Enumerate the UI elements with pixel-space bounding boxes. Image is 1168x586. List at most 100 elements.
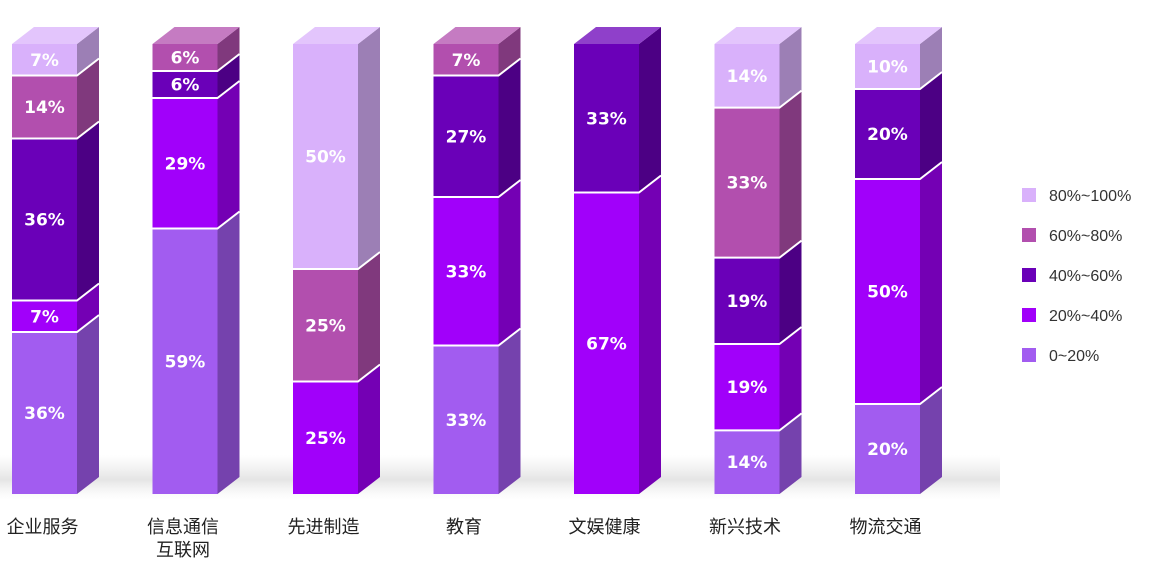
bar-segment-side	[217, 211, 240, 494]
segment-divider	[714, 326, 803, 345]
bar-segment	[714, 257, 780, 344]
bar-segment	[714, 344, 780, 431]
segment-divider	[714, 412, 803, 432]
data-label: 14%	[727, 67, 768, 87]
bar-segment	[574, 44, 639, 193]
bar-segment-side	[498, 58, 521, 197]
bar-segment-side	[77, 121, 99, 301]
segment-divider	[855, 71, 943, 90]
bar-3: 25% 25% 50%	[293, 27, 381, 494]
bar-segment-side	[920, 162, 942, 404]
data-label: 19%	[727, 292, 768, 312]
segment-divider	[433, 179, 522, 198]
data-label: 20%	[867, 125, 908, 145]
bar-segment	[855, 404, 920, 494]
segment-divider	[152, 53, 241, 72]
bar-segment-side	[779, 90, 802, 258]
bar-top-face	[855, 27, 942, 44]
bar-segment-side	[498, 27, 521, 76]
bar-segment	[152, 71, 218, 98]
bar-segment-side	[77, 283, 99, 332]
data-label: 25%	[305, 316, 346, 336]
category-label: 先进制造	[288, 517, 360, 538]
segment-divider	[574, 174, 662, 194]
category-label: 企业服务	[7, 517, 79, 538]
data-label: 67%	[586, 334, 627, 354]
legend-swatch	[1022, 228, 1036, 242]
segment-divider	[12, 120, 100, 140]
data-label: 6%	[171, 76, 200, 96]
data-label: 10%	[867, 58, 908, 78]
data-label: 33%	[586, 109, 627, 129]
bar-segment-side	[779, 327, 802, 431]
data-label: 50%	[305, 148, 346, 168]
data-label: 33%	[446, 411, 487, 431]
bar-segment-side	[358, 364, 380, 494]
segment-divider	[714, 89, 803, 109]
segment-divider	[12, 57, 100, 77]
bars-group: 36% 7% 36% 14% 7% 59% 29% 6% 6% 25% 25% 50% 33% 33% 27…	[12, 27, 943, 494]
bar-segment	[433, 75, 499, 197]
data-label: 25%	[305, 429, 346, 449]
bar-segment	[152, 44, 218, 71]
bar-segment-side	[358, 252, 380, 382]
bar-segment-side	[217, 81, 240, 229]
segment-divider	[433, 57, 522, 77]
category-label: 新兴技术	[709, 517, 781, 538]
bar-segment	[855, 179, 920, 404]
bar-segment	[433, 44, 499, 76]
bar-top-face	[714, 27, 802, 44]
legend: 80%~100% 60%~80% 40%~60% 20%~40% 0~20%	[1022, 188, 1131, 365]
bar-7: 20% 50% 20% 10%	[855, 27, 943, 494]
bar-segment	[293, 381, 358, 494]
bar-segment-side	[779, 240, 802, 344]
data-label: 14%	[24, 98, 65, 118]
segment-divider	[12, 314, 100, 333]
legend-label: 60%~80%	[1049, 228, 1122, 245]
segment-divider	[714, 239, 803, 259]
bar-segment-side	[639, 175, 661, 494]
bar-segment	[574, 192, 639, 494]
data-label: 33%	[727, 174, 768, 194]
bar-segment	[12, 75, 77, 139]
bar-4: 33% 33% 27% 7%	[433, 27, 522, 494]
bar-top-face	[574, 27, 661, 44]
bar-segment-side	[639, 27, 661, 193]
segment-divider	[293, 251, 381, 270]
data-label: 20%	[867, 440, 908, 460]
bar-segment	[152, 228, 218, 494]
bar-segment-side	[77, 27, 99, 76]
bar-segment	[855, 44, 920, 89]
segment-divider	[152, 80, 241, 99]
legend-swatch	[1022, 188, 1036, 202]
bar-segment	[12, 44, 77, 76]
data-label: 7%	[452, 51, 481, 71]
bar-segment	[714, 107, 780, 258]
bar-segment	[855, 89, 920, 179]
bar-segment	[12, 332, 77, 494]
bar-segment-side	[779, 27, 802, 108]
category-label: 互联网	[156, 540, 210, 561]
data-label: 27%	[446, 127, 487, 147]
bar-5: 67% 33%	[574, 27, 662, 494]
bar-segment-side	[498, 328, 521, 494]
bar-segment	[293, 269, 358, 382]
bar-top-face	[152, 27, 240, 44]
legend-label: 0~20%	[1049, 348, 1099, 365]
category-label: 教育	[446, 517, 482, 538]
category-label: 物流交通	[850, 517, 922, 538]
data-label: 33%	[446, 262, 487, 282]
segment-divider	[855, 386, 943, 405]
bar-segment-side	[920, 387, 942, 494]
legend-label: 20%~40%	[1049, 308, 1122, 325]
bar-segment	[12, 300, 77, 332]
legend-swatch	[1022, 308, 1036, 322]
data-label: 36%	[24, 404, 65, 424]
segment-divider	[12, 282, 100, 302]
legend-label: 80%~100%	[1049, 188, 1131, 205]
legend-swatch	[1022, 268, 1036, 282]
data-label: 29%	[165, 154, 206, 174]
bar-segment	[433, 345, 499, 494]
